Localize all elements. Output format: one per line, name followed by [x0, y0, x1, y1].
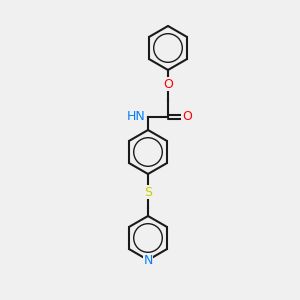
Text: HN: HN: [126, 110, 145, 124]
Text: S: S: [144, 185, 152, 199]
Text: O: O: [182, 110, 192, 124]
Text: O: O: [163, 77, 173, 91]
Text: N: N: [143, 254, 153, 266]
